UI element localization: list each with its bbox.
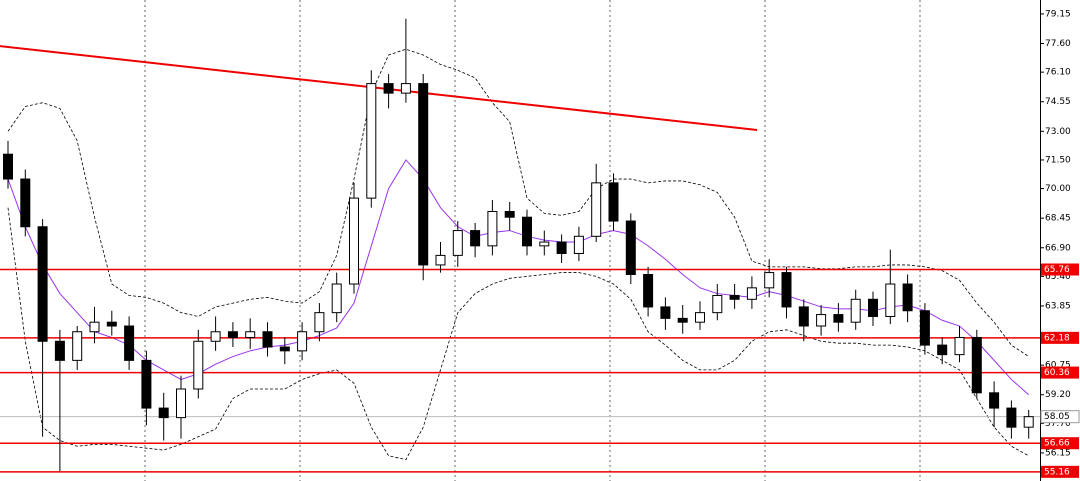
candle-body [210,331,221,342]
candle-body [279,346,290,352]
candle-body [37,226,48,342]
candle-body [816,314,827,327]
candle-body [435,254,446,266]
candle-body [141,359,152,409]
current-price-label: 58.05 [1044,412,1070,422]
candle-body [158,407,169,419]
candle-body [366,83,377,199]
candle-body [954,336,965,356]
candle-body [400,83,411,94]
candle-body [798,306,809,327]
candle-body [20,178,31,228]
candle-body [124,325,135,361]
y-tick-label: 76.10 [1045,68,1071,78]
candle-body [89,321,100,333]
candle-body [1006,407,1017,428]
candle-body [833,314,844,323]
level-label-box [1041,465,1079,478]
candle-body [868,298,878,317]
candle-body [487,210,498,247]
candle-body [660,306,671,319]
y-tick-label: 68.45 [1045,214,1071,224]
candle-body [314,312,325,333]
candle-body [54,340,65,361]
candle-body [989,392,1000,409]
time-separators [144,0,921,481]
y-tick-label: 60.75 [1045,361,1071,371]
y-tick-label: 70.00 [1045,184,1071,194]
level-label: 56.66 [1044,439,1070,449]
candle-body [937,344,948,356]
candle-body [643,273,654,308]
candle-body [72,331,83,361]
candle-body [176,388,186,419]
level-label-box [1041,263,1079,276]
candle-body [452,230,463,256]
candle-body [556,241,567,254]
candle-body [971,336,982,394]
candle-body [418,83,429,266]
candle-body [695,312,705,323]
y-tick-label: 66.90 [1045,243,1071,253]
candle-body [591,182,602,237]
y-tick-label: 56.15 [1045,448,1071,458]
candle-body [349,197,359,285]
candle-body [712,294,723,314]
level-label-box [1041,331,1079,344]
candle-body [227,331,238,338]
candle-body [677,317,688,323]
candle-body [573,235,584,254]
candle-body [885,283,896,317]
y-tick-label: 57.70 [1045,419,1071,429]
y-tick-label: 77.60 [1045,39,1071,49]
candle-body [919,310,930,346]
candle-body [193,340,204,390]
y-tick-label: 65.40 [1045,272,1071,282]
candle-body [1023,416,1034,428]
candle-body [850,298,861,323]
candle-body [470,230,481,247]
band-upper [7,48,1029,357]
candle-body [297,331,308,352]
candle-body [729,294,740,300]
band-middle [7,159,1030,396]
trendline [0,45,758,131]
y-tick-label: 59.20 [1045,390,1071,400]
candle-body [539,241,550,247]
candle-body [504,210,515,218]
y-tick-label: 71.50 [1045,155,1071,165]
level-label: 60.36 [1044,368,1070,378]
candle-body [902,283,913,312]
y-tick-label: 79.15 [1045,9,1071,19]
current-price-box [1040,410,1080,424]
candle-body [106,321,117,327]
level-label: 55.16 [1044,467,1070,477]
level-label-box [1041,437,1079,450]
y-tick-label: 74.55 [1045,97,1071,107]
candle-body [608,182,619,222]
level-label: 62.18 [1044,333,1070,343]
candle-body [3,153,13,180]
y-tick-label: 73.00 [1045,127,1071,137]
band-lower [7,207,1029,461]
level-label-box [1041,366,1079,379]
candle-body [625,220,636,275]
candle-body [331,283,342,314]
candle-body [764,272,775,289]
candle-body [262,331,273,348]
level-label: 65.76 [1044,265,1070,275]
candle-body [522,216,532,247]
candle-body [746,287,757,300]
y-tick-label: 63.85 [1045,301,1071,311]
candle-body [383,83,394,94]
candle-body [781,272,792,308]
candle-body [245,331,256,338]
